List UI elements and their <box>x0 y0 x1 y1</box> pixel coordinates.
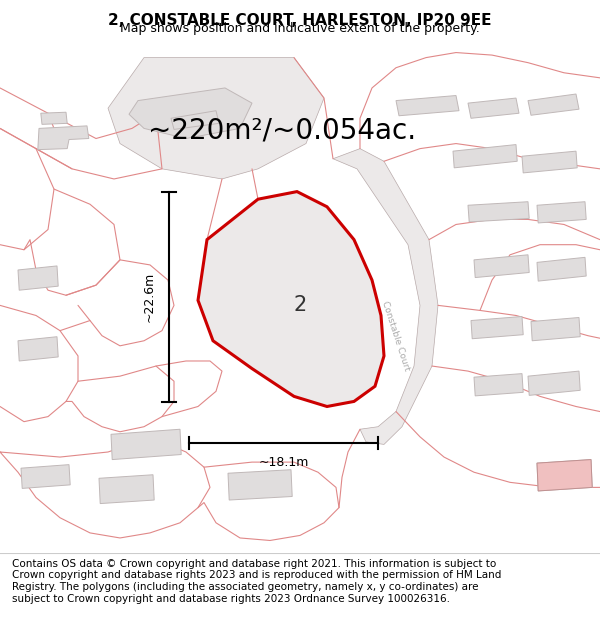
Text: Contains OS data © Crown copyright and database right 2021. This information is : Contains OS data © Crown copyright and d… <box>12 559 502 604</box>
Polygon shape <box>537 258 586 281</box>
Polygon shape <box>468 98 519 118</box>
Polygon shape <box>99 475 154 504</box>
Polygon shape <box>468 202 529 222</box>
Polygon shape <box>38 126 89 149</box>
Polygon shape <box>396 96 459 116</box>
Polygon shape <box>18 337 58 361</box>
Polygon shape <box>41 112 67 124</box>
Text: ~18.1m: ~18.1m <box>259 456 308 469</box>
Polygon shape <box>474 374 523 396</box>
Text: 2: 2 <box>293 296 307 316</box>
Polygon shape <box>213 259 273 316</box>
Polygon shape <box>171 111 219 129</box>
Polygon shape <box>537 459 592 491</box>
Polygon shape <box>522 151 577 173</box>
Polygon shape <box>537 459 592 491</box>
Polygon shape <box>18 266 58 290</box>
Polygon shape <box>21 464 70 488</box>
Polygon shape <box>111 429 181 459</box>
Text: Map shows position and indicative extent of the property.: Map shows position and indicative extent… <box>120 22 480 35</box>
Text: ~22.6m: ~22.6m <box>143 272 156 322</box>
Polygon shape <box>198 192 384 406</box>
Polygon shape <box>108 58 324 179</box>
Polygon shape <box>531 318 580 341</box>
Polygon shape <box>537 202 586 223</box>
Polygon shape <box>528 94 579 115</box>
Polygon shape <box>453 144 517 168</box>
Polygon shape <box>333 149 438 444</box>
Polygon shape <box>528 371 580 396</box>
Polygon shape <box>228 470 292 500</box>
Polygon shape <box>474 255 529 278</box>
Polygon shape <box>129 88 252 139</box>
Text: Constable Court: Constable Court <box>380 299 412 372</box>
Text: ~220m²/~0.054ac.: ~220m²/~0.054ac. <box>148 117 416 145</box>
Polygon shape <box>471 316 523 339</box>
Text: 2, CONSTABLE COURT, HARLESTON, IP20 9EE: 2, CONSTABLE COURT, HARLESTON, IP20 9EE <box>108 13 492 28</box>
